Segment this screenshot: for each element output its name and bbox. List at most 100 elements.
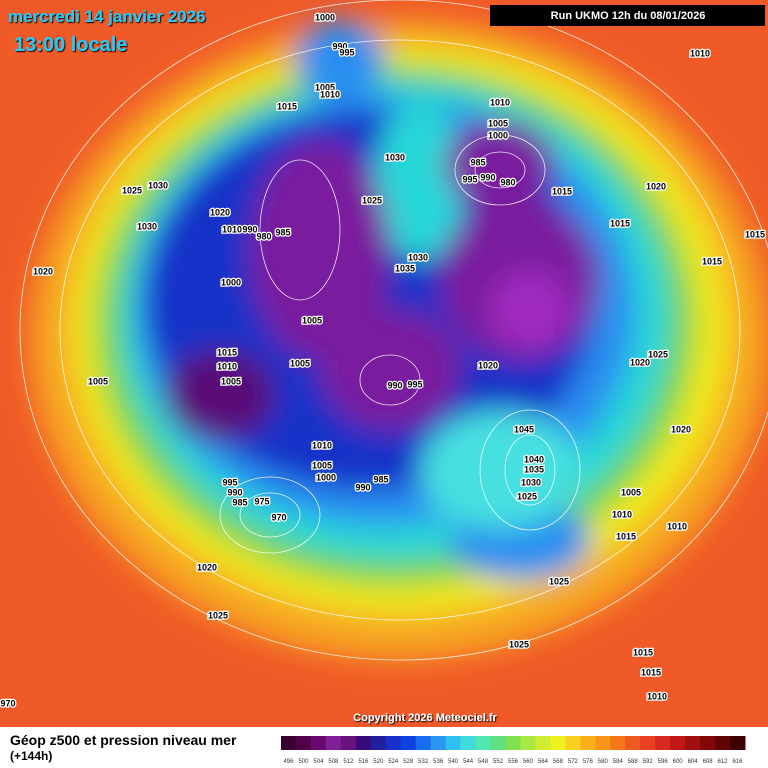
- isobar-label: 1005: [488, 118, 508, 128]
- isobar-label: 995: [462, 174, 477, 184]
- scale-label: 536: [433, 759, 444, 765]
- scale-label: 576: [583, 759, 594, 765]
- scale-label: 552: [493, 759, 504, 765]
- scale-swatch: [415, 736, 432, 750]
- isobar-label: 1010: [667, 521, 687, 531]
- scale-swatch: [340, 736, 357, 750]
- isobar-label: 1035: [524, 464, 544, 474]
- isobars: [19, 0, 768, 661]
- scale-label: 604: [688, 759, 699, 765]
- isobar-label: 995: [222, 477, 237, 487]
- scale-swatch: [295, 736, 312, 750]
- isobar-label: 1010: [312, 440, 332, 450]
- isobar-label: 1020: [197, 562, 217, 572]
- isobar-label: 1020: [671, 424, 691, 434]
- scale-label: 504: [313, 759, 324, 765]
- scale-label: 564: [538, 759, 549, 765]
- isobar-label: 1005: [312, 460, 332, 470]
- isobar-label: 1000: [315, 12, 335, 22]
- isobar-label: 1025: [208, 610, 228, 620]
- scale-swatch: [730, 736, 746, 750]
- isobar-label: 990: [387, 380, 402, 390]
- scale-label: 524: [388, 759, 399, 765]
- scale-label: 544: [463, 759, 474, 765]
- isobar-label: 1030: [385, 152, 405, 162]
- isobar-label: 1005: [621, 487, 641, 497]
- isobar-label: 970: [271, 512, 286, 522]
- isobar-label: 990: [355, 482, 370, 492]
- isobar-label: 1010: [612, 509, 632, 519]
- scale-swatch: [610, 736, 626, 750]
- isobar-label: 1025: [517, 491, 537, 501]
- isobar-label: 1010: [217, 361, 237, 371]
- isobar-label: 1025: [549, 576, 569, 586]
- scale-label: 528: [403, 759, 414, 765]
- scale-label: 616: [733, 759, 744, 765]
- isobar-label: 995: [339, 47, 354, 57]
- scale-swatch: [640, 736, 656, 750]
- isobar-label: 1010: [222, 224, 242, 234]
- date: mercredi 14 janvier 2026: [8, 7, 206, 26]
- scale-swatch: [460, 736, 477, 750]
- isobar-label: 995: [407, 379, 422, 389]
- scale-swatch: [580, 736, 596, 750]
- isobar-label: 1005: [315, 82, 335, 92]
- isobar-label: 1025: [122, 185, 142, 195]
- scale-swatch: [655, 736, 671, 750]
- scale-swatch: [325, 736, 342, 750]
- scale-label: 580: [598, 759, 609, 765]
- isobar-label: 1005: [290, 358, 310, 368]
- scale-label: 572: [568, 759, 579, 765]
- scale-swatch: [520, 736, 536, 750]
- isobar-label: 1030: [408, 252, 428, 262]
- isobar-label: 1015: [745, 229, 765, 239]
- isobar-label: 1020: [33, 266, 53, 276]
- isobar-label: 985: [275, 227, 290, 237]
- scale-swatch: [370, 736, 387, 750]
- isobar-label: 970: [0, 698, 15, 708]
- isobar-label: 975: [254, 496, 269, 506]
- isobar-label: 1015: [702, 256, 722, 266]
- scale-swatch: [475, 736, 492, 750]
- isobar-label: 1010: [647, 691, 667, 701]
- scale-swatch: [490, 736, 507, 750]
- scale-swatch: [430, 736, 447, 750]
- isobar-label: 1045: [514, 424, 534, 434]
- scale-swatch: [281, 736, 297, 750]
- isobar-label: 1020: [646, 181, 666, 191]
- isobar-label: 990: [242, 224, 257, 234]
- scale-label: 540: [448, 759, 459, 765]
- isobar-label: 1030: [148, 180, 168, 190]
- legend-subtitle: (+144h): [10, 749, 52, 763]
- scale-swatch: [565, 736, 581, 750]
- isobar-label: 1025: [362, 195, 382, 205]
- scale-label: 608: [703, 759, 714, 765]
- isobar-label: 1030: [137, 221, 157, 231]
- scale-label: 508: [328, 759, 339, 765]
- run-box: [490, 5, 765, 26]
- isobar-label: 1005: [221, 376, 241, 386]
- scale-label: 516: [358, 759, 369, 765]
- isobar-label: 980: [500, 177, 515, 187]
- isobar-label: 1035: [395, 263, 415, 273]
- scale-label: 592: [643, 759, 654, 765]
- scale-swatch: [685, 736, 701, 750]
- run-info: Run UKMO 12h du 08/01/2026: [551, 10, 706, 22]
- scale-swatch: [625, 736, 641, 750]
- scale-label: 556: [508, 759, 519, 765]
- scale-swatch: [385, 736, 402, 750]
- scale-swatch: [670, 736, 686, 750]
- scale-label: 584: [613, 759, 624, 765]
- scale-label: 612: [718, 759, 729, 765]
- isobar-label: 990: [332, 41, 347, 51]
- scale-label: 512: [343, 759, 354, 765]
- isobar-label: 1020: [630, 357, 650, 367]
- isobar-label: 1015: [217, 347, 237, 357]
- scale-swatch: [535, 736, 551, 750]
- isobar-label: 1000: [316, 472, 336, 482]
- isobar-label: 985: [470, 157, 485, 167]
- legend-title: Géop z500 et pression niveau mer: [10, 732, 237, 748]
- isobar-label: 1015: [552, 186, 572, 196]
- isobar-label: 985: [373, 474, 388, 484]
- isobar-label: 990: [227, 487, 242, 497]
